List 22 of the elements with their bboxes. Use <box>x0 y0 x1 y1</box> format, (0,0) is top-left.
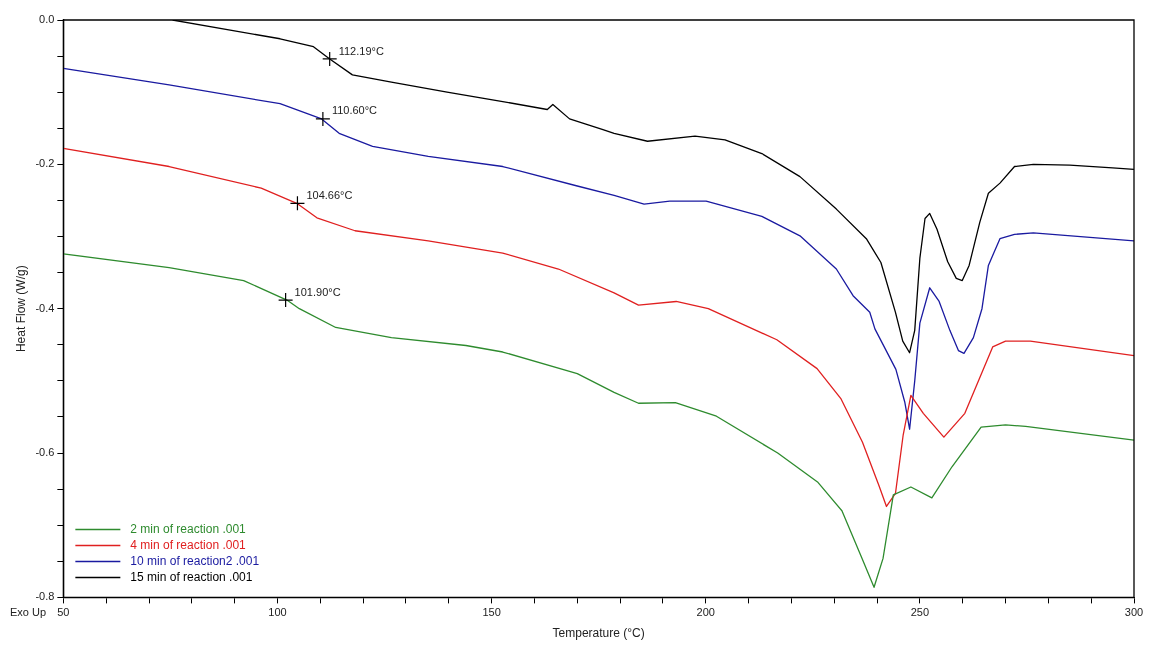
text: Exo Up <box>10 605 47 618</box>
x-tick-label: 300 <box>1124 606 1144 619</box>
x-tick-label: 250 <box>910 606 930 619</box>
legend-label: 15 min of reaction .001 <box>130 569 253 584</box>
annotation: 104.66°C <box>306 188 353 201</box>
annotation: 101.90°C <box>294 285 341 298</box>
legend-label: 2 min of reaction .001 <box>130 521 247 536</box>
y-tick-label: -0.8 <box>35 590 55 603</box>
legend-label: 4 min of reaction .001 <box>130 537 247 552</box>
x-tick-label: 150 <box>482 606 501 619</box>
x-tick-label: 100 <box>268 606 287 619</box>
x-axis-title: Temperature (°C) <box>552 626 645 641</box>
y-tick-label: 0.0 <box>39 13 55 26</box>
x-tick-label: 50 <box>57 606 70 619</box>
y-tick-label: -0.6 <box>35 446 55 459</box>
y-tick-label: -0.2 <box>35 157 55 170</box>
y-tick-label: -0.4 <box>35 301 55 314</box>
y-axis-title: Heat Flow (W/g) <box>13 265 28 353</box>
legend-label: 10 min of reaction2 .001 <box>130 553 260 568</box>
annotation: 110.60°C <box>331 104 378 117</box>
annotation: 112.19°C <box>338 44 384 57</box>
x-tick-label: 200 <box>696 606 715 619</box>
